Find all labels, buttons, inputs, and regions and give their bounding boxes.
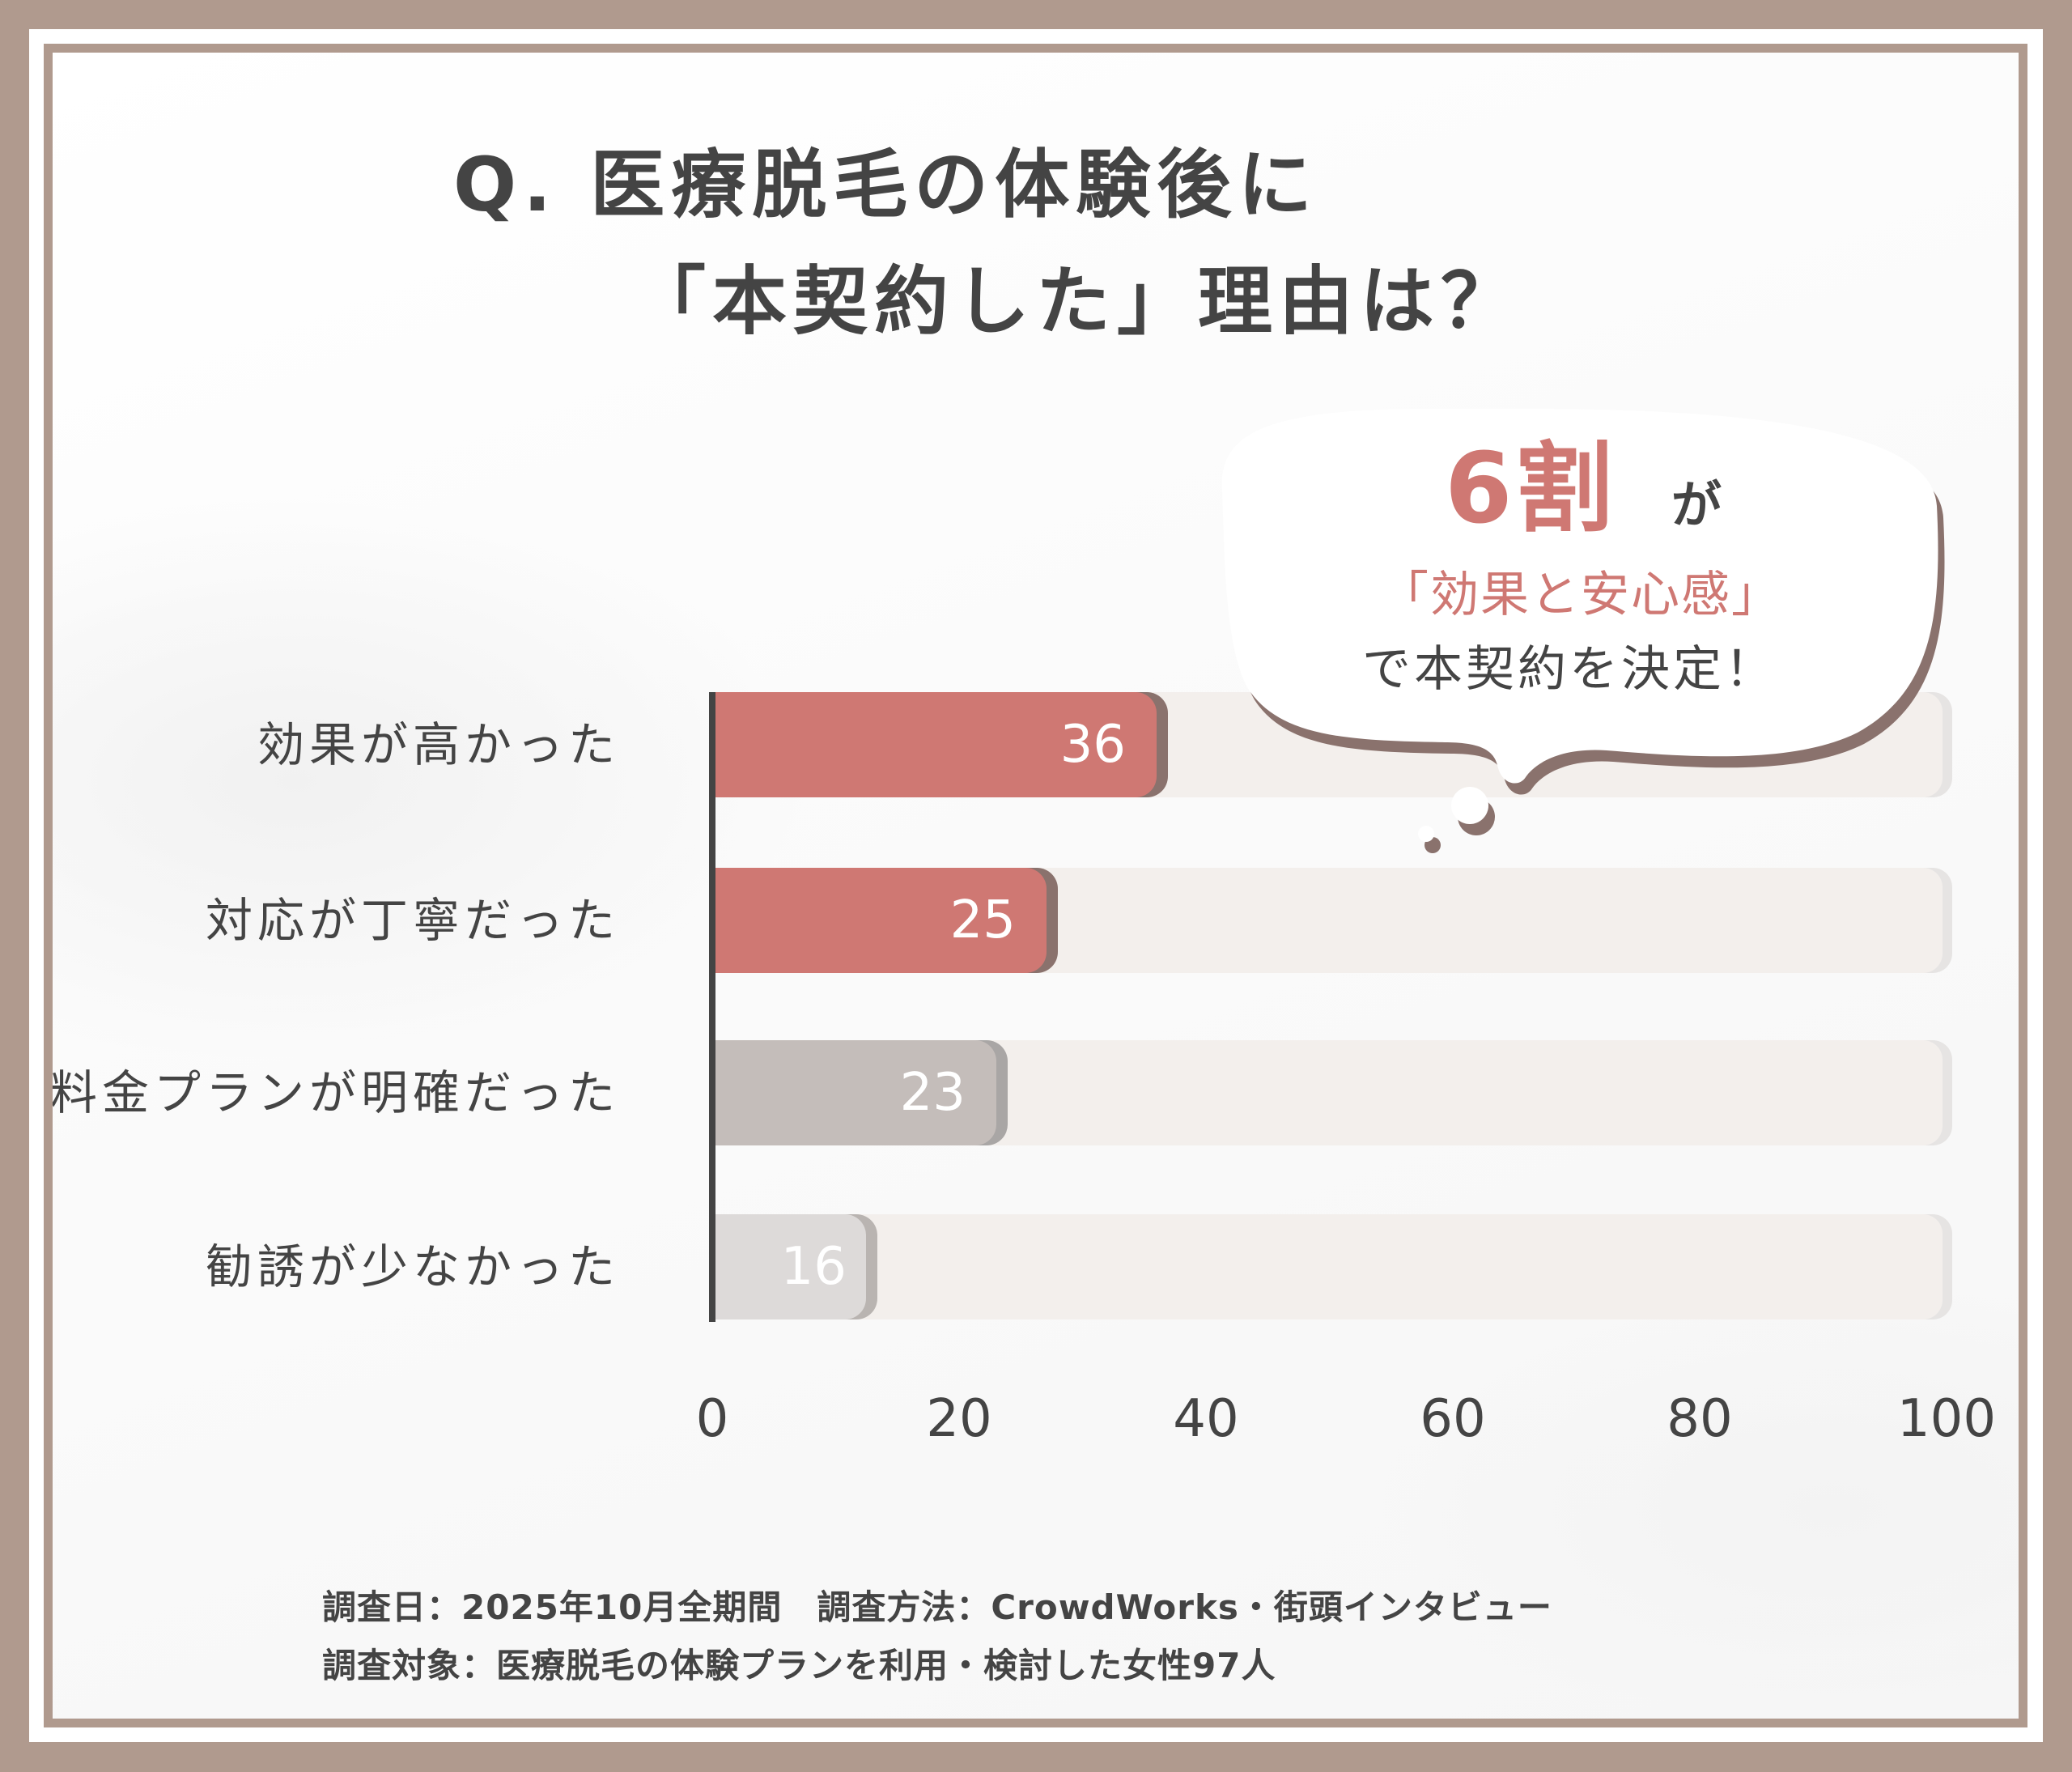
- callout-emphasis: 「効果と安心感」: [1380, 567, 1781, 623]
- callout-conclusion: で本契約を決定！: [1362, 641, 1777, 698]
- category-label-2: 対応が丁寧だった: [205, 893, 620, 948]
- bar-less-solicitation: 16: [712, 1214, 866, 1319]
- bar-polite-service: 25: [712, 868, 1047, 973]
- bar-value-1: 36: [1059, 715, 1126, 775]
- infographic-canvas: Q. 医療脱毛の体験後に 「本契約した」理由は？ 6割 が 「効果と安心感」 で…: [53, 53, 2019, 1719]
- bar-value-2: 25: [949, 890, 1016, 950]
- speech-bubble: [1221, 408, 1945, 853]
- bar-value-3: 23: [899, 1063, 966, 1123]
- title-line-2: 「本契約した」理由は？: [631, 258, 1522, 345]
- x-tick-80: 80: [1667, 1389, 1733, 1449]
- x-tick-40: 40: [1173, 1389, 1239, 1449]
- category-label-4: 勧誘が少なかった: [205, 1239, 620, 1294]
- y-axis-line: [709, 692, 715, 1322]
- bar-clear-pricing: 23: [712, 1040, 996, 1145]
- inner-frame-border: [44, 44, 2027, 1727]
- callout-particle: が: [1671, 475, 1722, 534]
- survey-info-line-2: 調査対象：医療脱毛の体験プランを利用・検討した女性97人: [322, 1646, 1276, 1685]
- category-label-1: 効果が高かった: [257, 717, 620, 772]
- x-tick-0: 0: [695, 1389, 729, 1449]
- survey-info-line-1: 調査日：2025年10月全期間 調査方法：CrowdWorks・街頭インタビュー: [322, 1587, 1552, 1627]
- title-line-1: Q. 医療脱毛の体験後に: [453, 142, 1319, 228]
- x-tick-60: 60: [1420, 1389, 1486, 1449]
- x-tick-20: 20: [926, 1389, 992, 1449]
- callout-highlight: 6割: [1445, 433, 1616, 546]
- category-label-3: 料金プランが明確だった: [53, 1065, 620, 1120]
- bar-value-4: 16: [780, 1237, 847, 1297]
- x-tick-100: 100: [1896, 1389, 1997, 1449]
- bar-track-4: [712, 1214, 1942, 1319]
- bar-effect-high: 36: [712, 692, 1157, 797]
